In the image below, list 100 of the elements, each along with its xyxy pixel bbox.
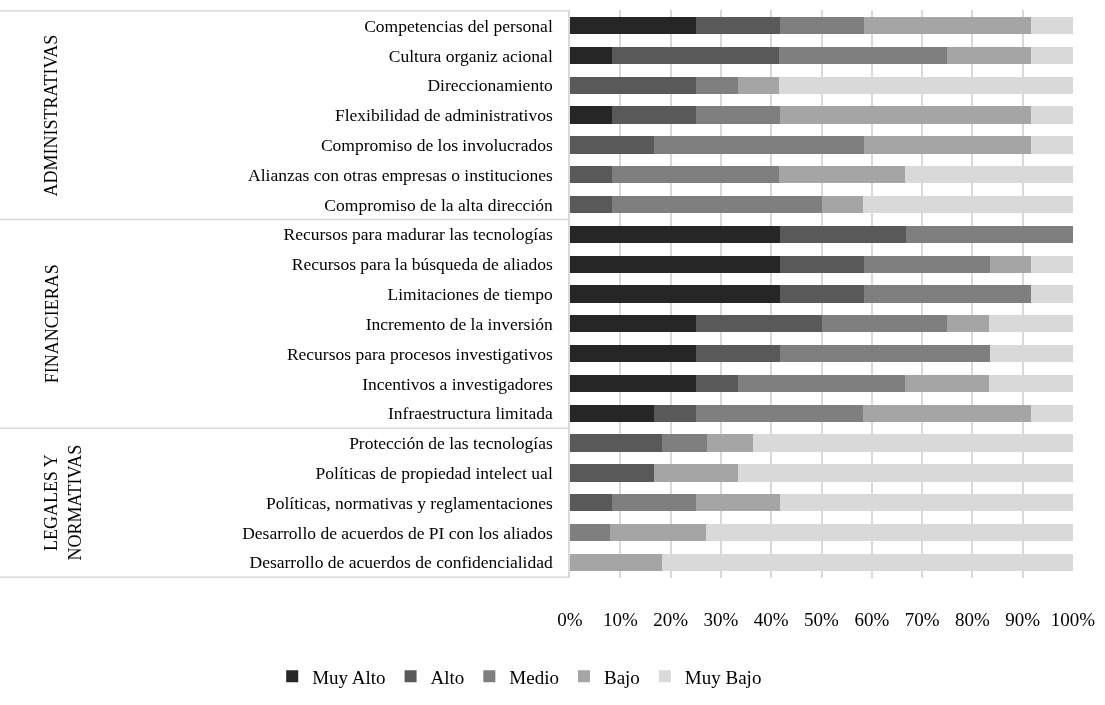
bar (905, 374, 989, 393)
y-tick-label: Incremento de la inversión (365, 313, 553, 334)
bar (821, 315, 948, 333)
bar (570, 17, 696, 35)
x-tick-label: 0% (557, 609, 583, 630)
bar (570, 106, 612, 124)
x-tick-label: 30% (703, 609, 739, 630)
bar (1030, 404, 1073, 422)
bar (570, 76, 696, 94)
y-tick-label: Direccionamiento (427, 75, 553, 96)
bar (570, 195, 612, 214)
y-tick-label: Políticas, normativas y reglamentaciones (266, 492, 553, 513)
x-tick-label: 50% (804, 609, 840, 630)
bar (779, 255, 864, 273)
bar (989, 255, 1032, 273)
bar (695, 106, 780, 124)
y-tick-label: Protección de las tecnologías (349, 433, 553, 454)
x-tick-label: 10% (602, 609, 638, 630)
y-tick-label: Incentivos a investigadores (362, 373, 553, 394)
bar (695, 404, 864, 422)
bar (707, 434, 754, 452)
bar (695, 17, 780, 35)
legend-label: Muy Bajo (684, 666, 762, 688)
y-tick-label: Flexibilidad de administrativos (334, 105, 553, 126)
x-tick-label: 100% (1050, 609, 1096, 630)
bar (863, 17, 1032, 35)
x-tick-label: 90% (1005, 609, 1041, 630)
bar (611, 494, 696, 512)
bar (779, 285, 864, 303)
y-tick-label: Alianzas con otras empresas o instituciones (248, 164, 553, 185)
bar (570, 166, 612, 184)
bar (1031, 106, 1073, 124)
bar (695, 315, 822, 333)
legend-label: Alto (430, 666, 465, 688)
y-tick-label: Desarrollo de acuerdos de confidencialidad (249, 552, 553, 573)
y-tick-label: Compromiso de la alta dirección (324, 194, 553, 215)
bar (570, 46, 612, 65)
bar (779, 225, 906, 244)
y-tick-label: Limitaciones de tiempo (387, 284, 553, 305)
text: FINANCIERAS (41, 264, 62, 384)
bar (570, 494, 612, 512)
bar (779, 106, 1032, 124)
bar (570, 523, 611, 542)
y-tick-label: Desarrollo de acuerdos de PI con los aliados (242, 522, 553, 543)
bar (863, 285, 1032, 303)
bar (570, 553, 662, 571)
bar (654, 136, 864, 154)
bar (570, 285, 780, 303)
bar (863, 255, 990, 273)
y-tick-label: Recursos para madurar las tecnologías (283, 224, 553, 245)
bar (1030, 46, 1073, 65)
bar (570, 404, 654, 422)
bar (779, 17, 864, 35)
x-tick-label: 80% (954, 609, 990, 630)
bar (570, 315, 696, 333)
bar (570, 344, 696, 363)
bar (611, 46, 780, 65)
y-tick-label: Compromiso de los involucrados (320, 135, 553, 156)
bar (654, 464, 738, 482)
x-tick-label: 60% (854, 609, 890, 630)
bar (570, 136, 654, 154)
bar (863, 136, 1032, 154)
y-tick-label: Recursos para la búsqueda de aliados (291, 254, 553, 275)
y-tick-label: Competencias del personal (364, 15, 553, 36)
bar (863, 404, 1031, 422)
bar (661, 434, 708, 452)
bar (611, 166, 780, 184)
legend-label: Medio (509, 666, 559, 688)
bar (1031, 255, 1073, 273)
bar (695, 76, 738, 94)
bar (1031, 17, 1073, 35)
bar (695, 374, 738, 393)
bar (695, 494, 780, 512)
bar (1031, 136, 1073, 154)
bar (570, 434, 662, 452)
bar (610, 523, 706, 542)
y-tick-label: Infraestructura limitada (388, 403, 553, 424)
bar (611, 195, 822, 214)
bar (570, 225, 780, 244)
bar (654, 404, 696, 422)
y-tick-label: Cultura organiz acional (388, 45, 553, 66)
bar (779, 46, 947, 65)
x-tick-label: 20% (653, 609, 689, 630)
legend-label: Bajo (603, 666, 640, 688)
bar (570, 255, 780, 273)
bar (821, 195, 864, 214)
text: ADMINISTRATIVAS (41, 34, 62, 197)
bar (779, 166, 905, 184)
bar (695, 344, 780, 363)
x-tick-label: 40% (753, 609, 789, 630)
y-tick-label: Recursos para procesos investigativos (286, 343, 553, 364)
bar (779, 344, 990, 363)
bar (611, 106, 696, 124)
legend-label: Muy Alto (312, 666, 386, 688)
bar (737, 76, 780, 94)
bar (1031, 285, 1073, 303)
bar (905, 225, 1073, 244)
bar (570, 464, 654, 482)
y-tick-label: Políticas de propiedad intelect ual (315, 463, 553, 484)
bar (946, 46, 1031, 65)
